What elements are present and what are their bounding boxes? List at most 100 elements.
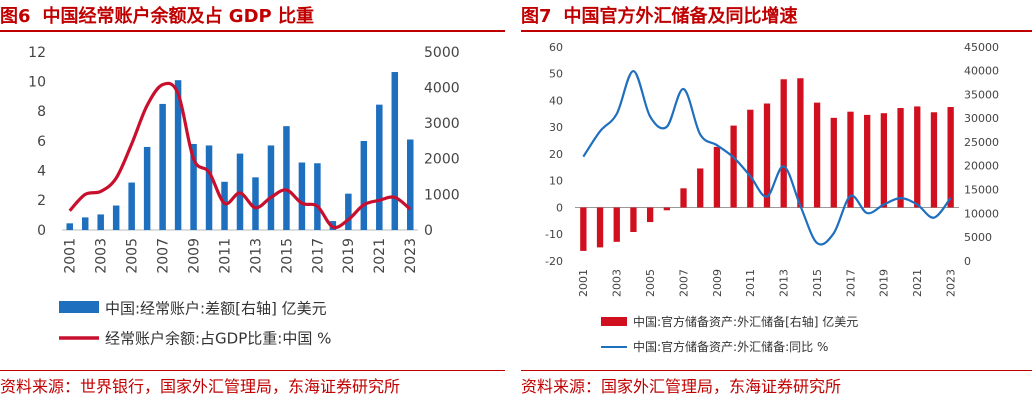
figure-6-chart: 0 2 4 6 8 10 12 0 1000 2000 3000 4000 5000 2001 2003 20…	[28, 45, 460, 347]
x-axis-tick-label: 2017	[310, 238, 326, 274]
x-axis-tick-label: 2011	[744, 269, 757, 297]
bar-2007	[680, 188, 687, 208]
bar-2001	[580, 207, 587, 251]
legend-bar-swatch	[601, 317, 627, 326]
right-axis-tick-label: 15000	[964, 184, 999, 197]
bar-2019	[880, 113, 888, 208]
bar-2013	[252, 177, 259, 230]
bar-2020	[360, 141, 368, 230]
x-axis-tick-label: 2003	[94, 238, 110, 274]
right-axis-tick-label: 4000	[424, 81, 460, 97]
bar-2023	[407, 139, 414, 230]
x-axis-tick-label: 2021	[911, 269, 924, 297]
bar-2006	[663, 207, 670, 211]
legend-bar-label: 中国:经常账户:差额[右轴] 亿美元	[105, 299, 327, 317]
bar-2019	[345, 193, 352, 230]
left-axis-tick-label: 12	[28, 45, 46, 61]
figure-6-panel: 图6 中国经常账户余额及占 GDP 比重 0 2 4 6 8 10 12 0 1000 2000 30…	[0, 0, 505, 400]
bar-2005	[128, 182, 135, 230]
left-axis-tick-label: 40	[549, 94, 563, 107]
x-axis-tick-label: 2019	[341, 238, 357, 274]
figure-6-title: 图6 中国经常账户余额及占 GDP 比重	[0, 2, 314, 28]
bar-2016	[830, 117, 837, 208]
x-axis-tick-label: 2015	[811, 269, 824, 297]
bar-2004	[112, 205, 120, 230]
x-axis-tick-label: 2009	[186, 238, 202, 274]
right-axis-tick-label: 5000	[424, 45, 460, 61]
bar-2003	[97, 214, 104, 230]
left-axis-tick-label: 0	[556, 201, 563, 214]
bar-2008	[174, 80, 182, 230]
x-axis-tick-label: 2015	[279, 238, 295, 274]
bar-2021	[376, 104, 383, 230]
bar-2011	[221, 181, 228, 230]
right-axis-tick-label: 1000	[424, 187, 460, 203]
bar-2010	[205, 145, 213, 230]
left-axis-tick-label: 2	[37, 193, 46, 209]
bar-2005	[646, 207, 654, 223]
x-axis-tick-label: 2013	[248, 238, 264, 274]
legend-bar-label: 中国:官方储备资产:外汇储备[右轴] 亿美元	[633, 314, 858, 329]
bar-2006	[143, 146, 151, 230]
bar-2009	[713, 146, 721, 208]
figure-7-source: 资料来源：国家外汇管理局，东海证券研究所	[521, 377, 842, 396]
bar-2022	[930, 112, 938, 208]
bar-2015	[283, 126, 290, 230]
left-axis-tick-label: 6	[37, 134, 46, 150]
right-axis-tick-label: 40000	[964, 65, 999, 78]
right-axis-tick-label: 35000	[964, 88, 999, 101]
figure-6-label: 图6	[0, 6, 31, 27]
bar-2023	[947, 107, 954, 208]
left-axis-tick-label: 50	[549, 68, 563, 81]
left-axis-tick-label: 30	[549, 121, 563, 134]
right-axis-tick-label: 3000	[424, 116, 460, 132]
right-axis-tick-label: 30000	[964, 112, 999, 125]
left-axis-tick-label: 60	[549, 41, 563, 54]
x-axis-tick-label: 2007	[677, 269, 690, 297]
x-axis-tick-label: 2017	[844, 269, 857, 297]
bar-2008	[697, 168, 704, 208]
figure-7-panel: 图7 中国官方外汇储备及同比增速 -20 -10 0 10 20 30 40 50 60 0 5000…	[521, 0, 1032, 400]
bar-2002	[81, 217, 89, 230]
bar-2018	[864, 114, 871, 208]
bar-2020	[897, 108, 904, 208]
bar-2004	[630, 207, 637, 232]
x-axis-tick-label: 2001	[577, 269, 590, 297]
legend-line-label: 中国:官方储备资产:外汇储备:同比 %	[633, 339, 828, 354]
x-axis-tick-label: 2001	[63, 238, 79, 274]
figure-6-source: 资料来源：世界银行，国家外汇管理局，东海证券研究所	[0, 377, 401, 396]
bar-2011	[747, 109, 754, 208]
bar-2003	[613, 207, 620, 242]
bar-2017	[314, 163, 321, 230]
bar-2017	[847, 111, 854, 208]
x-axis-tick-label: 2023	[945, 269, 958, 297]
figure-6-bottom-rule	[0, 370, 505, 371]
bar-2002	[596, 207, 604, 248]
figure-7-bottom-rule	[521, 370, 1032, 371]
x-axis-tick-label: 2005	[125, 238, 141, 274]
right-axis-tick-label: 45000	[964, 41, 999, 54]
bar-2001	[66, 223, 73, 230]
bar-2015	[813, 102, 821, 208]
figure-6-title-text: 中国经常账户余额及占 GDP 比重	[42, 6, 314, 27]
legend-bar-swatch	[59, 301, 99, 313]
left-axis-tick-label: 20	[549, 148, 563, 161]
x-axis-tick-label: 2011	[217, 238, 233, 274]
left-axis-tick-label: -20	[545, 255, 563, 268]
bar-2007	[159, 103, 166, 230]
right-axis-tick-label: 2000	[424, 152, 460, 168]
right-axis-tick-label: 25000	[964, 136, 999, 149]
x-axis-tick-label: 2003	[611, 269, 624, 297]
left-axis-tick-label: 4	[37, 164, 46, 180]
bar-2016	[298, 162, 306, 230]
figure-7-title: 图7 中国官方外汇储备及同比增速	[521, 2, 798, 28]
left-axis-tick-label: 10	[28, 75, 46, 91]
figure-7-label: 图7	[521, 6, 552, 27]
legend-line-label: 经常账户余额:占GDP比重:中国 %	[105, 329, 331, 347]
bar-2013	[780, 79, 787, 208]
right-axis-tick-label: 0	[424, 223, 433, 239]
figure-7-chart: -20 -10 0 10 20 30 40 50 60 0 5000 10000 15000 20000 2…	[545, 41, 999, 354]
left-axis-tick-label: 10	[549, 175, 563, 188]
x-axis-tick-label: 2013	[778, 269, 791, 297]
bar-2021	[914, 106, 921, 208]
